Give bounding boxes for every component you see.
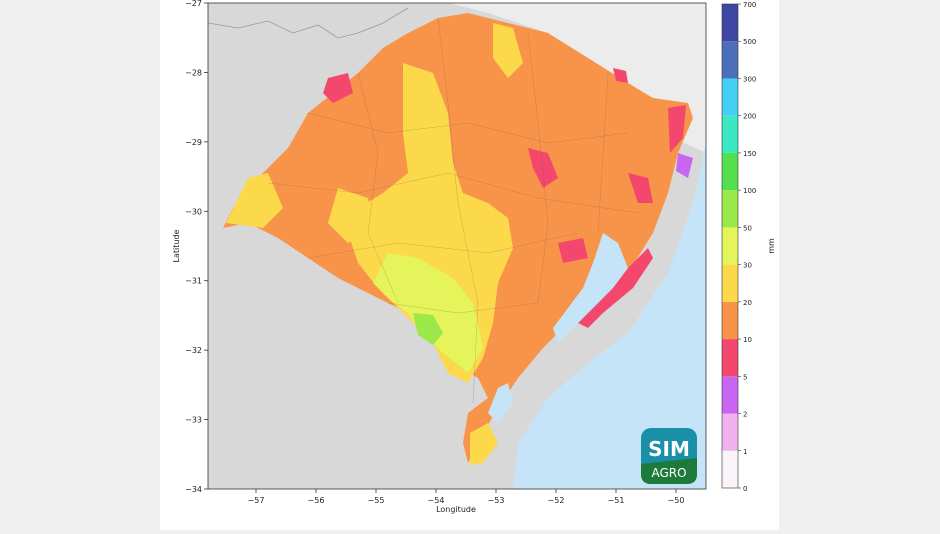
zone-5-10-mid-a xyxy=(528,148,558,188)
x-tick-label: −56 xyxy=(308,496,325,505)
x-axis: −57 −56 −55 −54 −53 −52 −51 −50 xyxy=(248,489,685,505)
x-axis-label: Longitude xyxy=(436,505,476,514)
y-tick-label: −32 xyxy=(185,346,202,355)
colorbar-segment xyxy=(722,78,738,116)
x-tick-label: −53 xyxy=(488,496,505,505)
colorbar-tick-label: 500 xyxy=(743,38,756,46)
atlantic-ocean xyxy=(513,143,706,489)
colorbar-segment xyxy=(722,376,738,414)
colorbar-segment xyxy=(722,264,738,302)
colorbar-tick-label: 50 xyxy=(743,224,752,232)
colorbar-segment xyxy=(722,339,738,377)
y-tick-label: −33 xyxy=(185,416,202,425)
lagoa-mirim xyxy=(488,383,513,423)
municipal-boundaries xyxy=(267,17,639,404)
colorbar-tick-label: 700 xyxy=(743,1,756,9)
zone-5-10-shore xyxy=(578,248,653,328)
colorbar-tick-label: 10 xyxy=(743,336,752,344)
colorbar-tick-label: 150 xyxy=(743,150,756,158)
colorbar-frame xyxy=(721,3,739,489)
x-tick-label: −55 xyxy=(368,496,385,505)
zone-20-30-north xyxy=(493,23,523,78)
map-frame xyxy=(207,2,707,490)
y-tick-label: −29 xyxy=(185,138,202,147)
colorbar-unit-label: mm xyxy=(767,238,776,254)
colorbar-tick-label: 1 xyxy=(743,448,747,456)
zone-30-50 xyxy=(373,253,483,373)
colorbar-segment xyxy=(722,301,738,340)
colorbar-tick-label: 200 xyxy=(743,113,756,121)
zone-5-10-coast xyxy=(668,105,686,153)
zone-2-5 xyxy=(676,153,693,178)
y-tick-label: −27 xyxy=(185,0,202,8)
colorbar: 0 1 2 5 10 20 30 50 100 150 200 300 500 700 xyxy=(721,1,756,493)
simagro-logo: SIM AGRO xyxy=(641,428,697,484)
y-tick-label: −31 xyxy=(185,277,202,286)
lagoa-dos-patos xyxy=(553,233,628,343)
colorbar-segment xyxy=(722,413,738,451)
y-tick-label: −34 xyxy=(185,485,202,494)
colorbar-tick-label: 300 xyxy=(743,75,756,83)
x-tick-label: −57 xyxy=(248,496,265,505)
zone-20-30-south xyxy=(470,423,498,465)
y-tick-label: −28 xyxy=(185,68,202,77)
colorbar-segment xyxy=(722,152,738,191)
neighbour-border xyxy=(207,7,409,39)
colorbar-segment xyxy=(722,4,738,42)
zone-5-10-mid-b xyxy=(628,173,653,203)
x-tick-label: −51 xyxy=(608,496,625,505)
precipitation-map-figure: SIM AGRO −57 −56 −55 −54 −53 −52 −51 −50 −27 −28… xyxy=(172,0,776,514)
y-tick-label: −30 xyxy=(185,207,202,216)
zone-50-100 xyxy=(413,313,443,345)
colorbar-segment xyxy=(722,41,738,79)
zone-5-10-mid-c xyxy=(558,238,588,263)
zone-5-10-northeast xyxy=(613,68,628,83)
colorbar-tick-label: 5 xyxy=(743,373,747,381)
zone-5-10-northwest xyxy=(323,73,353,103)
zone-20-30-west xyxy=(226,173,283,228)
x-tick-label: −54 xyxy=(428,496,445,505)
figure-panel: SIM AGRO −57 −56 −55 −54 −53 −52 −51 −50 −27 −28… xyxy=(160,0,779,530)
logo-agro-text: AGRO xyxy=(651,466,686,480)
x-tick-label: −50 xyxy=(668,496,685,505)
colorbar-segment xyxy=(722,227,738,265)
santa-catarina-area xyxy=(448,3,706,153)
logo-sim-text: SIM xyxy=(648,437,690,461)
colorbar-tick-label: 2 xyxy=(743,411,747,419)
colorbar-segment xyxy=(722,190,738,228)
zone-20-30-midwest xyxy=(328,188,373,243)
y-axis: −27 −28 −29 −30 −31 −32 −33 −34 xyxy=(185,0,208,494)
colorbar-tick-label: 20 xyxy=(743,299,752,307)
colorbar-segment xyxy=(722,115,738,153)
colorbar-tick-label: 0 xyxy=(743,485,747,493)
colorbar-tick-label: 100 xyxy=(743,187,756,195)
colorbar-segment xyxy=(722,450,738,488)
y-axis-label: Latitude xyxy=(172,229,181,262)
x-tick-label: −52 xyxy=(548,496,565,505)
colorbar-tick-label: 30 xyxy=(743,262,752,270)
